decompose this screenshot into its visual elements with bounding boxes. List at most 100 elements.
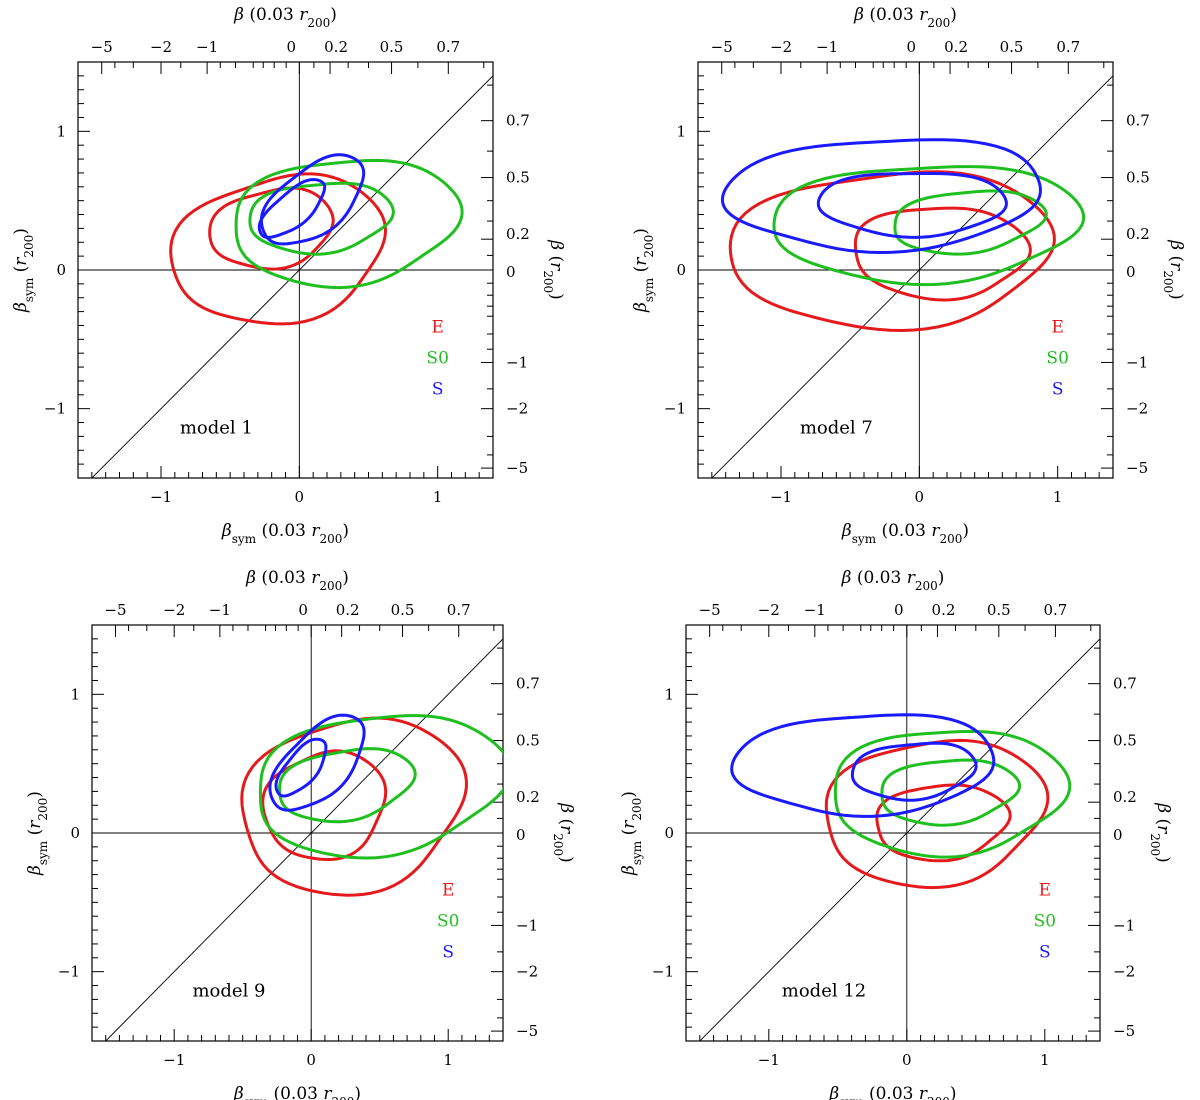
- contour-E-1: [240, 716, 468, 897]
- top-tick-label: 0: [298, 601, 308, 619]
- contour-S0-1: [234, 158, 464, 290]
- x-tick-label: 0: [306, 1051, 316, 1069]
- right-tick-label: −1: [1113, 916, 1135, 934]
- x-tick-label: −1: [770, 488, 792, 506]
- right-axis-title: β (r200): [551, 802, 576, 863]
- y-tick-label: 1: [70, 685, 80, 703]
- top-axis-title: β (0.03 r200): [233, 5, 337, 30]
- top-tick-label: 0: [287, 38, 297, 56]
- legend-S0: S0: [426, 348, 448, 368]
- right-tick-label: −2: [506, 400, 528, 418]
- top-tick-label: −1: [816, 38, 838, 56]
- x-tick-label: 1: [1040, 1051, 1050, 1069]
- y-tick-label: 0: [676, 261, 686, 279]
- right-tick-label: −1: [516, 916, 538, 934]
- top-tick-label: −1: [209, 601, 231, 619]
- top-tick-label: 0.5: [380, 38, 404, 56]
- top-axis-title: β (0.03 r200): [853, 5, 957, 30]
- y-tick-label: −1: [652, 963, 674, 981]
- top-axis-title: β (0.03 r200): [841, 568, 945, 593]
- x-tick-label: 1: [443, 1051, 453, 1069]
- contour-S-1: [720, 138, 1042, 254]
- y-tick-label: −1: [664, 400, 686, 418]
- top-tick-label: −5: [91, 38, 113, 56]
- top-tick-label: 0.7: [1043, 601, 1067, 619]
- contour-S0-1: [833, 729, 1072, 859]
- top-tick-label: 0.5: [987, 601, 1011, 619]
- right-tick-label: −5: [516, 1022, 538, 1040]
- x-tick-label: 1: [433, 488, 443, 506]
- x-axis-title: βsym (0.03 r200): [841, 521, 969, 546]
- model-label: model 1: [180, 418, 253, 439]
- right-axis-title: β (r200): [541, 239, 566, 300]
- right-tick-label: 0.7: [516, 675, 540, 693]
- panel-3: −1 0 1 −1 0 1 −5 −5 −2 −2 −1 −1 0 0 0.2 0.2 0.5 0.5 0.7 0.7…: [25, 568, 576, 1100]
- diagonal-line: [91, 75, 493, 478]
- top-tick-label: 0: [894, 601, 904, 619]
- right-tick-label: 0.7: [506, 112, 530, 130]
- contour-E-1: [824, 738, 1050, 890]
- contour-S-2: [274, 737, 328, 798]
- x-axis-title: βsym (0.03 r200): [221, 521, 349, 546]
- top-tick-label: −2: [770, 38, 792, 56]
- model-label: model 9: [192, 981, 265, 1002]
- x-tick-label: 1: [1053, 488, 1063, 506]
- right-tick-label: 0.7: [1113, 675, 1137, 693]
- top-tick-label: −2: [758, 601, 780, 619]
- contour-S0-2: [893, 189, 1048, 256]
- series-S0: [772, 165, 1086, 287]
- series-S0: [234, 158, 464, 290]
- y-axis-title: βsym (r200): [11, 228, 36, 313]
- y-axis-title: βsym (r200): [25, 791, 50, 876]
- legend-E: E: [431, 317, 443, 337]
- right-tick-label: 0: [516, 826, 526, 844]
- legend-S: S: [1052, 379, 1064, 399]
- series-S: [268, 713, 366, 812]
- contour-S-2: [257, 178, 327, 239]
- right-tick-label: −5: [506, 459, 528, 477]
- y-tick-label: 0: [664, 824, 674, 842]
- right-axis-title: β (r200): [1148, 802, 1173, 863]
- contour-S-1: [259, 153, 366, 246]
- top-tick-label: −5: [104, 601, 126, 619]
- top-tick-label: −1: [196, 38, 218, 56]
- contour-E-2: [208, 186, 335, 271]
- right-tick-label: −2: [516, 963, 538, 981]
- x-tick-label: 0: [902, 1051, 912, 1069]
- right-tick-label: 0.2: [516, 788, 540, 806]
- contour-S-2: [816, 172, 1008, 239]
- contour-S0-2: [248, 181, 395, 256]
- x-tick-label: −1: [150, 488, 172, 506]
- model-label: model 7: [800, 418, 873, 439]
- top-tick-label: −2: [163, 601, 185, 619]
- model-label: model 12: [782, 981, 866, 1002]
- top-tick-label: −2: [150, 38, 172, 56]
- top-tick-label: 0.5: [391, 601, 415, 619]
- top-tick-label: −5: [711, 38, 733, 56]
- series-E: [169, 172, 387, 326]
- legend-S0: S0: [1034, 911, 1056, 931]
- series-S: [257, 153, 366, 246]
- top-tick-label: −5: [699, 601, 721, 619]
- right-tick-label: 0: [506, 263, 516, 281]
- y-tick-label: −1: [44, 400, 66, 418]
- panel-4: −1 0 1 −1 0 1 −5 −5 −2 −2 −1 −1 0 0 0.2 0.2 0.5 0.5 0.7 0.7…: [619, 568, 1173, 1100]
- legend-S: S: [442, 942, 454, 962]
- y-tick-label: 1: [664, 685, 674, 703]
- top-tick-label: 0.5: [1000, 38, 1024, 56]
- series-S0: [833, 729, 1072, 859]
- right-tick-label: 0.2: [1126, 225, 1150, 243]
- series-S: [730, 713, 996, 818]
- top-tick-label: 0.2: [324, 38, 348, 56]
- panel-1: −1 0 1 −1 0 1 −5 −5 −2 −2 −1 −1 0 0 0.2 0.2 0.5 0.5 0.7 0.7…: [11, 5, 566, 546]
- legend-S: S: [1039, 942, 1051, 962]
- right-tick-label: −5: [1126, 459, 1148, 477]
- contour-E-1: [728, 170, 1056, 332]
- top-tick-label: 0.2: [932, 601, 956, 619]
- y-axis-title: βsym (r200): [631, 228, 656, 313]
- contour-E-1: [169, 172, 387, 326]
- top-tick-label: 0.7: [436, 38, 460, 56]
- y-axis-title: βsym (r200): [619, 791, 644, 876]
- x-tick-label: 0: [295, 488, 305, 506]
- top-tick-label: 0: [907, 38, 917, 56]
